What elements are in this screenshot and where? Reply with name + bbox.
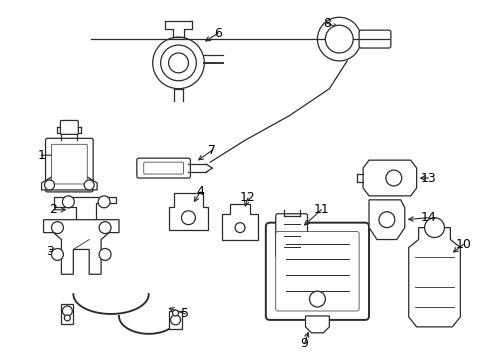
Circle shape (170, 315, 180, 325)
Circle shape (62, 196, 74, 208)
Polygon shape (41, 177, 97, 190)
Text: 7: 7 (208, 144, 216, 157)
Polygon shape (305, 316, 328, 333)
Polygon shape (222, 204, 257, 239)
Text: 9: 9 (300, 337, 308, 350)
Polygon shape (408, 228, 459, 327)
Text: 3: 3 (45, 245, 53, 258)
FancyBboxPatch shape (137, 158, 190, 178)
Text: 6: 6 (214, 27, 222, 40)
FancyBboxPatch shape (358, 30, 390, 48)
Circle shape (424, 218, 444, 238)
Text: 12: 12 (240, 192, 255, 204)
Circle shape (62, 306, 72, 316)
Text: 13: 13 (420, 171, 436, 185)
Circle shape (84, 180, 94, 190)
Circle shape (51, 222, 63, 234)
FancyBboxPatch shape (51, 144, 87, 184)
FancyBboxPatch shape (265, 223, 368, 320)
Circle shape (99, 248, 111, 260)
Polygon shape (368, 200, 404, 239)
Circle shape (64, 315, 70, 321)
FancyBboxPatch shape (45, 138, 93, 192)
Polygon shape (168, 311, 182, 329)
Circle shape (317, 17, 360, 61)
Circle shape (385, 170, 401, 186)
Text: 5: 5 (181, 307, 189, 320)
FancyBboxPatch shape (143, 162, 183, 174)
FancyBboxPatch shape (275, 231, 358, 311)
Circle shape (51, 248, 63, 260)
Circle shape (168, 53, 188, 73)
FancyBboxPatch shape (275, 214, 307, 257)
Circle shape (235, 223, 244, 233)
Circle shape (99, 222, 111, 234)
Circle shape (181, 211, 195, 225)
Polygon shape (61, 304, 73, 324)
Text: 4: 4 (196, 185, 204, 198)
Circle shape (309, 291, 325, 307)
Circle shape (172, 310, 178, 316)
Text: 1: 1 (38, 149, 45, 162)
FancyBboxPatch shape (61, 121, 78, 134)
Text: 2: 2 (49, 203, 57, 216)
Polygon shape (43, 220, 119, 274)
Polygon shape (168, 193, 208, 230)
Polygon shape (54, 197, 116, 223)
Circle shape (325, 25, 352, 53)
Circle shape (161, 45, 196, 81)
Text: 8: 8 (323, 17, 331, 30)
Circle shape (378, 212, 394, 228)
Text: 10: 10 (454, 238, 470, 251)
Text: 14: 14 (420, 211, 436, 224)
Polygon shape (362, 160, 416, 196)
Circle shape (44, 180, 54, 190)
Text: 11: 11 (313, 203, 328, 216)
Circle shape (152, 37, 204, 89)
Circle shape (98, 196, 110, 208)
